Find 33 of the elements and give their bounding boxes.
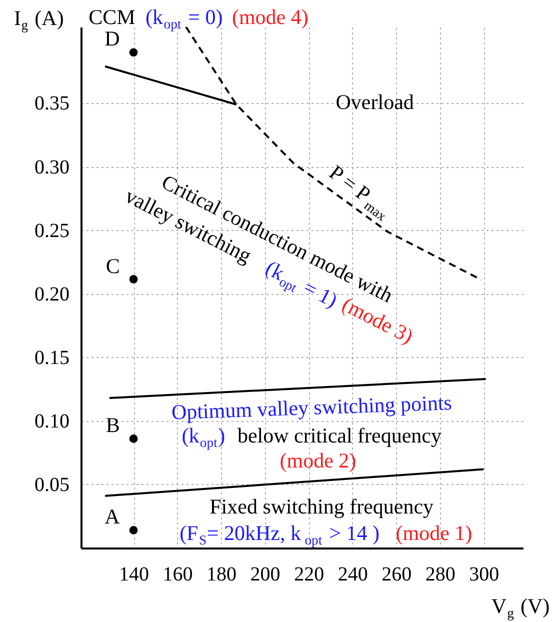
- annotation: below critical frequency: [237, 424, 442, 448]
- annotation: Fixed switching frequency: [210, 494, 434, 518]
- annotation: P = Pmax: [324, 160, 390, 224]
- x-tick-label: 260: [382, 564, 412, 586]
- annotation: A: [104, 504, 121, 528]
- annotation: CCM: [88, 5, 136, 30]
- annotation: (mode 2): [280, 448, 356, 473]
- x-tick-label: 220: [294, 564, 324, 586]
- x-tick-label: 160: [162, 564, 193, 586]
- annotation: Optimum valley switching points: [171, 390, 452, 424]
- y-tick-label: 0.30: [34, 156, 70, 178]
- y-tick-label: 0.25: [34, 220, 70, 242]
- y-tick-label: 0.20: [34, 283, 70, 306]
- annotation: (mode 4): [232, 5, 308, 30]
- y-tick-label: 0.15: [34, 346, 70, 369]
- y-tick-label: 0.35: [34, 92, 70, 115]
- point: [129, 48, 138, 57]
- y-tick-label: 0.05: [34, 474, 70, 496]
- x-tick-label: 280: [425, 564, 456, 586]
- point: [129, 526, 138, 534]
- x-tick-label: 240: [338, 564, 368, 586]
- x-tick-label: 300: [469, 564, 500, 586]
- annotation: Overload: [336, 90, 414, 114]
- annotation: (mode 1): [396, 521, 472, 546]
- x-tick-label: 180: [206, 564, 237, 586]
- point: [129, 275, 138, 284]
- annotation: D: [104, 26, 120, 51]
- y-tick-label: 0.10: [34, 410, 70, 432]
- point: [129, 434, 138, 443]
- annotation: B: [106, 413, 120, 438]
- x-tick-label: 140: [119, 564, 150, 586]
- annotation: C: [106, 254, 120, 278]
- x-tick-label: 200: [250, 564, 280, 586]
